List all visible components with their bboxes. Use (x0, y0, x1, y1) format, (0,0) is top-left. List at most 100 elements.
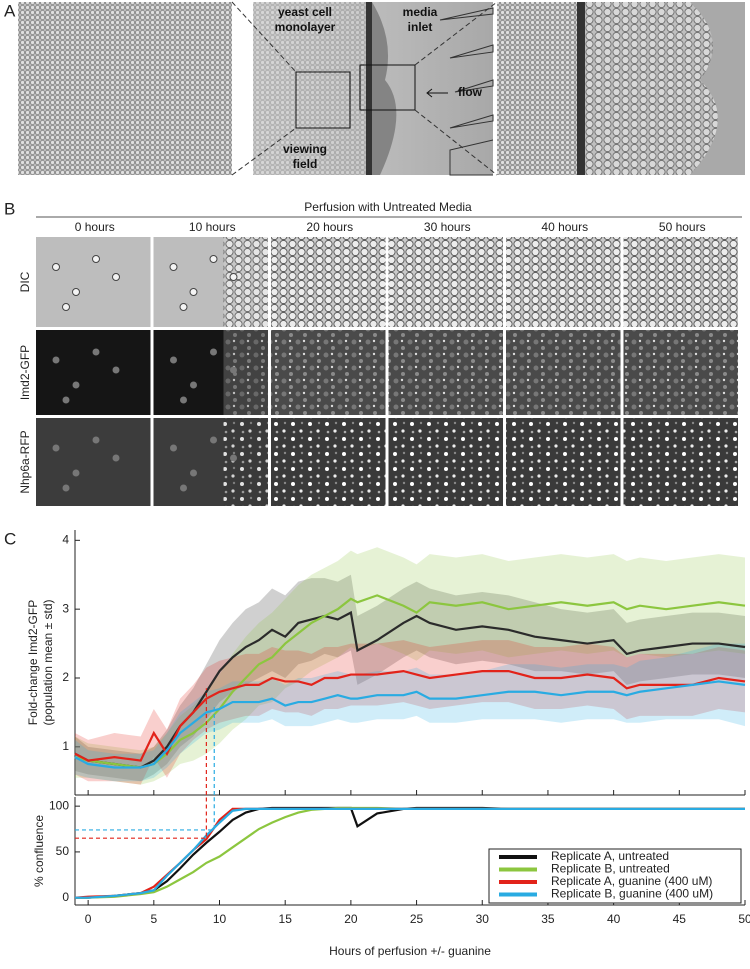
x-tick-label: 25 (410, 912, 424, 926)
micrograph (36, 237, 151, 327)
row-label: DIC (18, 271, 32, 292)
image-label: media (403, 5, 438, 19)
cell (112, 454, 120, 462)
cell (92, 255, 100, 263)
micrograph (36, 418, 151, 506)
inlet-box (359, 64, 416, 111)
column-header: 50 hours (659, 220, 706, 234)
cell (210, 436, 217, 444)
barrier (366, 2, 372, 175)
cell (92, 348, 100, 356)
micrograph (506, 330, 621, 415)
cell (72, 469, 80, 477)
cell (112, 366, 120, 374)
micrograph-front (223, 237, 268, 327)
micrograph (388, 237, 503, 327)
legend-label: Replicate B, guanine (400 uM) (551, 887, 713, 901)
column-header: 10 hours (189, 220, 236, 234)
cell (180, 396, 187, 404)
series-line (74, 680, 746, 769)
panel-label: C (4, 529, 16, 548)
cell (179, 303, 188, 311)
row-label: Nhp6a-RFP (18, 430, 32, 493)
x-tick-label: 30 (476, 912, 490, 926)
cell (210, 348, 217, 356)
inlet-spikes (439, 7, 494, 176)
y-axis-label: Fold-change Imd2-GFP (26, 600, 40, 725)
micrograph (388, 418, 503, 506)
cell (52, 356, 60, 364)
x-tick-label: 15 (279, 912, 293, 926)
x-tick-label: 45 (673, 912, 687, 926)
image-label: flow (458, 85, 483, 99)
panel-label: A (4, 1, 16, 20)
cell (72, 288, 80, 296)
micrograph (623, 330, 738, 415)
chamber-cells (253, 2, 368, 175)
guide-line (75, 797, 207, 839)
cell (52, 444, 60, 452)
cell-front (372, 2, 397, 175)
micrograph (271, 237, 386, 327)
micrograph (506, 237, 621, 327)
series-line (74, 594, 746, 769)
cell (52, 263, 60, 271)
x-tick-label: 0 (85, 912, 92, 926)
image-label: viewing (283, 142, 327, 156)
legend-label: Replicate A, untreated (551, 849, 669, 863)
image-label: yeast cell (278, 5, 332, 19)
series-line (74, 669, 746, 762)
y-tick-label: 4 (62, 532, 69, 546)
panel-b-title: Perfusion with Untreated Media (304, 200, 472, 214)
x-tick-label: 5 (150, 912, 157, 926)
y-tick-label: 2 (62, 670, 69, 684)
flow-arrow (426, 88, 448, 98)
cell (92, 436, 100, 444)
x-tick-label: 50 (738, 912, 750, 926)
cell (190, 381, 197, 389)
std-band (75, 547, 745, 785)
y-tick-label: 50 (56, 844, 70, 858)
row-label: Imd2-GFP (18, 345, 32, 400)
column-header: 40 hours (541, 220, 588, 234)
edge-barrier (577, 2, 585, 175)
y-tick-label: 1 (62, 739, 69, 753)
micrograph-front (223, 418, 268, 506)
monolayer-image (18, 2, 232, 175)
cell (189, 288, 198, 296)
x-tick-label: 10 (213, 912, 227, 926)
column-header: 20 hours (306, 220, 353, 234)
y-tick-label: 3 (62, 601, 69, 615)
panel-label: B (4, 199, 15, 218)
y-axis-label: (population mean ± std) (41, 600, 55, 726)
cell (72, 381, 80, 389)
micrograph (271, 330, 386, 415)
micrograph (623, 418, 738, 506)
micrograph (36, 330, 151, 415)
cell (62, 396, 70, 404)
panel-b: 0 hours 10 hours 20 hours 30 hours 40 hours 5… (18, 220, 738, 506)
image-label: field (293, 157, 318, 171)
y-tick-label: 100 (49, 798, 69, 812)
column-header: 0 hours (75, 220, 115, 234)
cell (190, 469, 197, 477)
guide-line (75, 797, 215, 831)
x-tick-label: 35 (541, 912, 555, 926)
micrograph (388, 330, 503, 415)
column-header: 30 hours (424, 220, 471, 234)
std-band (75, 643, 745, 782)
micrograph (623, 237, 738, 327)
y-axis-label: % confluence (32, 815, 46, 887)
image-label: monolayer (275, 20, 336, 34)
cell (112, 273, 120, 281)
cell (169, 263, 178, 271)
cell (170, 444, 177, 452)
legend-label: Replicate B, untreated (551, 862, 670, 876)
viewing-box (295, 71, 351, 129)
image-label: inlet (408, 20, 433, 34)
micrograph (271, 418, 386, 506)
x-axis-label: Hours of perfusion +/- guanine (329, 944, 491, 958)
